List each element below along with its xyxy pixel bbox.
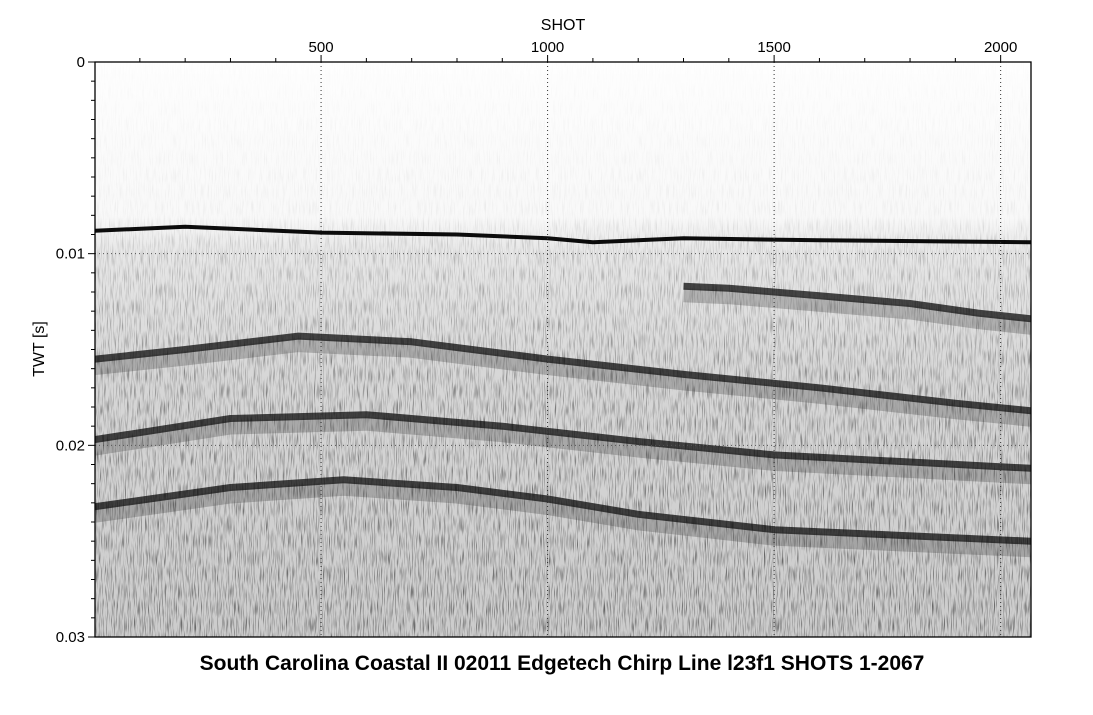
y-tick-label: 0.03	[56, 629, 85, 646]
y-tick-label: 0.02	[56, 437, 85, 454]
y-axis-title: TWT [s]	[31, 321, 48, 377]
reflector-r1	[683, 282, 1031, 323]
x-axis-title: SHOT	[541, 17, 586, 34]
reflector-r2	[95, 332, 1031, 415]
reflector-layer	[95, 224, 1031, 558]
reflector-r4	[95, 476, 1031, 545]
x-axis: 500 1000 1500 2000	[139, 39, 1017, 62]
x-tick-label: 1500	[757, 39, 790, 56]
x-tick-label: 1000	[531, 39, 564, 56]
x-tick-label: 500	[309, 39, 334, 56]
reflector-r3-halo	[95, 416, 1031, 485]
seismic-section	[95, 62, 1031, 637]
chart-title: South Carolina Coastal II 02011 Edgetech…	[200, 652, 925, 675]
grid-lines	[95, 62, 1031, 637]
reflector-r1-halo	[683, 288, 1031, 335]
reflector-r2-halo	[95, 338, 1031, 427]
reflector-r4-halo	[95, 481, 1031, 558]
y-axis: 0 0.01 0.02 0.03	[56, 54, 95, 646]
x-tick-label: 2000	[984, 39, 1017, 56]
y-tick-label: 0	[77, 54, 85, 71]
y-tick-label: 0.01	[56, 246, 85, 263]
